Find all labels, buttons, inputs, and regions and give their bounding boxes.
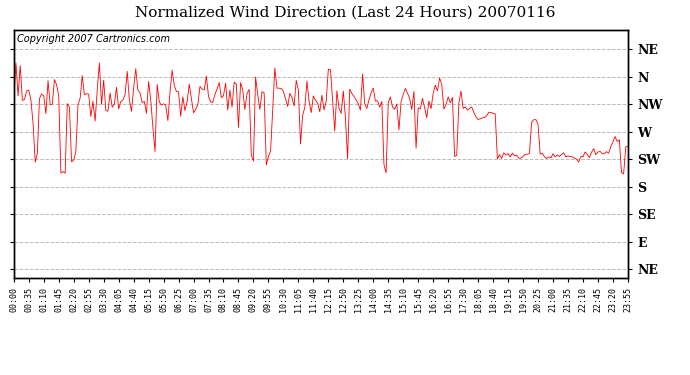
Text: Normalized Wind Direction (Last 24 Hours) 20070116: Normalized Wind Direction (Last 24 Hours… (135, 6, 555, 20)
Text: Copyright 2007 Cartronics.com: Copyright 2007 Cartronics.com (17, 34, 170, 44)
